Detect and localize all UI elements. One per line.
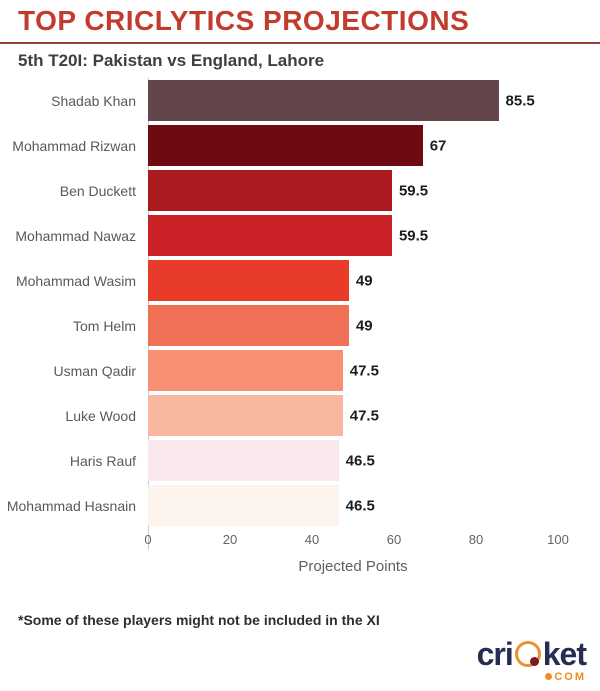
x-tick-label: 20: [222, 532, 238, 547]
match-subtitle: 5th T20I: Pakistan vs England, Lahore: [18, 51, 325, 70]
bar-value-label: 47.5: [349, 362, 379, 379]
bar-value-label: 47.5: [349, 407, 379, 424]
projection-bar: [148, 125, 423, 166]
projection-bar: [148, 395, 343, 436]
player-name-label: Mohammad Wasim: [15, 272, 136, 289]
player-row: Mohammad Hasnain 46.5: [0, 483, 600, 528]
player-name-label: Tom Helm: [72, 317, 136, 334]
player-name-label: Luke Wood: [65, 407, 136, 424]
logo-text-start: cri: [476, 636, 514, 672]
cricket-com-logo: cri ket COM: [476, 636, 587, 683]
projection-bar: [148, 215, 392, 256]
projection-bar: [148, 440, 339, 481]
projection-bar: [148, 305, 349, 346]
bar-chart: Shadab Khan 85.5 Mohammad Rizwan 67 Ben …: [0, 78, 600, 578]
cricket-ball-icon: [514, 641, 541, 667]
x-axis-title: Projected Points: [298, 558, 408, 575]
x-tick-label: 40: [304, 532, 320, 547]
x-tick-label: 80: [468, 532, 484, 547]
x-tick-label: 60: [386, 532, 402, 547]
chart-rows: Shadab Khan 85.5 Mohammad Rizwan 67 Ben …: [0, 78, 600, 528]
bar-value-label: 59.5: [398, 182, 429, 199]
player-row: Luke Wood 47.5: [0, 393, 600, 438]
bar-value-label: 49: [355, 317, 373, 334]
logo-dot-icon: [545, 673, 553, 680]
bar-value-label: 46.5: [345, 452, 375, 469]
logo-tld: COM: [477, 671, 586, 683]
x-tick-label: 0: [144, 532, 152, 547]
player-name-label: Haris Rauf: [69, 452, 136, 469]
bar-value-label: 46.5: [345, 497, 375, 514]
row-plot-area: 85.5: [148, 80, 600, 121]
projection-bar: [148, 170, 392, 211]
player-name-label: Ben Duckett: [59, 182, 136, 199]
player-row: Ben Duckett 59.5: [0, 168, 600, 213]
logo-text-end: ket: [542, 636, 587, 672]
row-plot-area: 59.5: [148, 215, 600, 256]
row-plot-area: 46.5: [148, 485, 600, 526]
player-row: Mohammad Rizwan 67: [0, 123, 600, 168]
player-name-label: Mohammad Nawaz: [15, 227, 136, 244]
player-row: Shadab Khan 85.5: [0, 78, 600, 123]
projection-bar: [148, 350, 343, 391]
player-name-label: Shadab Khan: [51, 92, 136, 109]
player-row: Mohammad Wasim 49: [0, 258, 600, 303]
bar-value-label: 59.5: [398, 227, 429, 244]
row-plot-area: 49: [148, 305, 600, 346]
x-axis-ticks: 0 20 40 60 80 100: [144, 532, 569, 550]
row-plot-area: 47.5: [148, 395, 600, 436]
player-name-label: Mohammad Hasnain: [6, 497, 136, 514]
x-tick-label: 100: [547, 532, 569, 547]
row-plot-area: 46.5: [148, 440, 600, 481]
projection-bar: [148, 485, 339, 526]
projection-bar: [148, 80, 499, 121]
title-divider: [0, 42, 600, 44]
bar-value-label: 67: [429, 137, 447, 154]
footnote: *Some of these players might not be incl…: [18, 612, 380, 628]
player-name-label: Usman Qadir: [53, 362, 136, 379]
logo-wordmark: cri ket: [476, 636, 587, 672]
projection-bar: [148, 260, 349, 301]
row-plot-area: 59.5: [148, 170, 600, 211]
row-plot-area: 49: [148, 260, 600, 301]
row-plot-area: 47.5: [148, 350, 600, 391]
player-row: Mohammad Nawaz 59.5: [0, 213, 600, 258]
player-row: Usman Qadir 47.5: [0, 348, 600, 393]
bar-value-label: 85.5: [505, 92, 535, 109]
row-plot-area: 67: [148, 125, 600, 166]
player-row: Haris Rauf 46.5: [0, 438, 600, 483]
bar-value-label: 49: [355, 272, 373, 289]
player-row: Tom Helm 49: [0, 303, 600, 348]
page-title: TOP CRICLYTICS PROJECTIONS: [18, 5, 470, 36]
player-name-label: Mohammad Rizwan: [12, 137, 136, 154]
